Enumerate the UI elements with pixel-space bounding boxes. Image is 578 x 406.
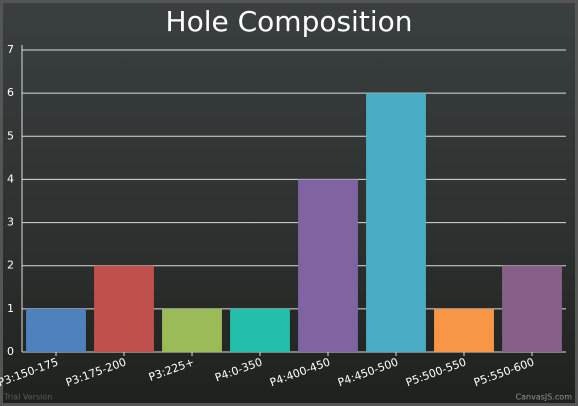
y-tick-label: 7 <box>7 43 14 56</box>
y-tick-label: 3 <box>7 216 14 229</box>
y-tick-label: 2 <box>7 259 14 272</box>
bar <box>26 308 86 352</box>
bar <box>502 265 562 352</box>
bar <box>162 308 222 352</box>
watermark: Trial Version <box>3 393 52 402</box>
watermark: CanvasJS.com <box>516 393 573 402</box>
y-tick-label: 1 <box>7 302 14 315</box>
y-tick-label: 5 <box>7 129 14 142</box>
y-tick-label: 4 <box>7 172 14 185</box>
bar <box>298 179 358 352</box>
chart-title: Hole Composition <box>166 5 413 38</box>
y-tick-label: 0 <box>7 345 14 358</box>
bar <box>94 265 154 352</box>
bar <box>434 308 494 352</box>
y-tick-label: 6 <box>7 86 14 99</box>
bar <box>366 93 426 353</box>
bar <box>230 308 290 352</box>
